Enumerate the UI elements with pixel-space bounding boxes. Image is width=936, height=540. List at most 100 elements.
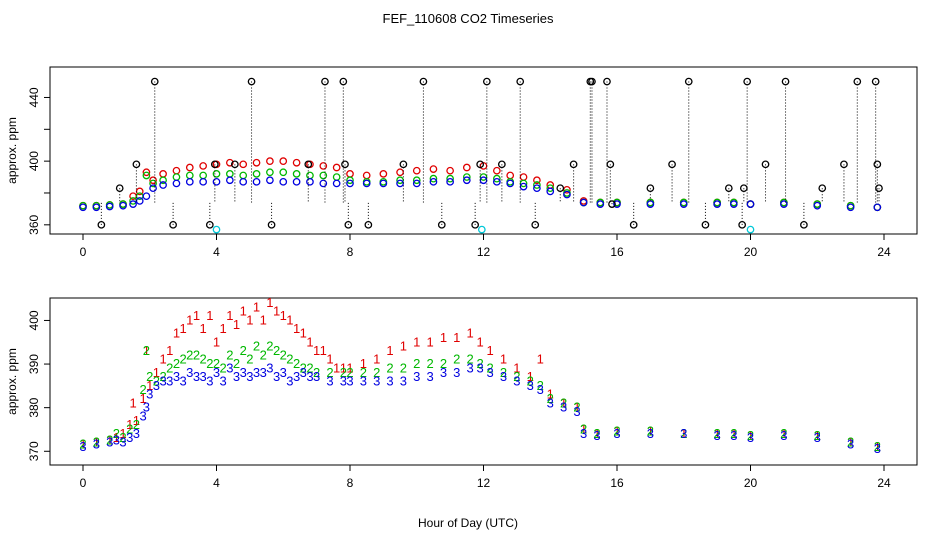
point-series-2: 2	[106, 432, 113, 447]
point-series-2: 2	[340, 365, 347, 380]
point-series-3: 3	[113, 432, 120, 447]
point-series-1: 1	[180, 321, 187, 336]
point-spikes-black	[818, 184, 827, 193]
point-series-3: 3	[747, 430, 754, 445]
point-series-2: 2	[133, 417, 140, 432]
point-series-2: 2	[246, 352, 253, 367]
point-series-3: 3	[593, 428, 600, 443]
point-green	[533, 181, 541, 189]
point-series-1: 1	[119, 426, 126, 441]
point-series-1: 1	[593, 426, 600, 441]
point-spikes-black	[588, 77, 596, 86]
point-green	[199, 171, 207, 180]
point-spikes-black	[231, 160, 239, 169]
point-series-3: 3	[306, 369, 313, 384]
point-series-3: 3	[527, 378, 534, 393]
point-series-2: 2	[113, 426, 120, 441]
point-blue	[379, 179, 388, 188]
point-series-1: 1	[79, 437, 86, 452]
point-series-3: 3	[240, 365, 247, 380]
point-series-3: 3	[206, 374, 213, 389]
point-red	[252, 158, 261, 167]
point-series-2: 2	[360, 365, 367, 380]
point-spikes-black	[739, 184, 748, 193]
point-series-3: 3	[193, 369, 200, 384]
point-green	[519, 179, 528, 188]
point-series-1: 1	[386, 343, 393, 358]
point-green	[226, 170, 234, 178]
point-series-1: 1	[273, 304, 280, 319]
point-series-1: 1	[153, 365, 160, 380]
point-red	[533, 176, 541, 185]
upper-x-axis: 0 4 8 12 16 20 24	[80, 234, 891, 259]
point-series-3: 3	[143, 400, 150, 415]
point-series-1: 1	[730, 426, 737, 441]
point-green	[142, 171, 151, 180]
point-series-2: 2	[266, 339, 273, 354]
point-series-3: 3	[220, 374, 227, 389]
point-series-1: 1	[714, 426, 721, 441]
point-blue	[492, 177, 501, 186]
point-green	[172, 173, 181, 181]
chart-title: FEF_110608 CO2 Timeseries	[383, 11, 554, 26]
point-red	[226, 158, 234, 167]
point-series-3: 3	[340, 374, 347, 389]
point-series-2: 2	[93, 435, 100, 450]
point-series-1: 1	[360, 356, 367, 371]
point-series-3: 3	[173, 369, 180, 384]
point-spikes-black	[646, 184, 655, 193]
point-series-1: 1	[747, 428, 754, 443]
point-series-1: 1	[166, 343, 173, 358]
point-series-2: 2	[613, 424, 620, 439]
point-series-2: 2	[206, 356, 213, 371]
upper-y-axis-label: approx. ppm	[5, 117, 19, 184]
point-spikes-black	[205, 220, 214, 229]
point-blue	[396, 179, 404, 188]
point-series-3: 3	[313, 369, 320, 384]
point-spikes-black	[132, 160, 141, 169]
point-flag-cyan	[746, 225, 755, 234]
point-series-1: 1	[467, 326, 474, 341]
point-series-2: 2	[487, 360, 494, 375]
point-blue	[429, 177, 438, 186]
point-spikes-black	[115, 184, 124, 193]
x-tick-label: 16	[610, 245, 624, 259]
point-series-2: 2	[166, 360, 173, 375]
point-series-3: 3	[226, 360, 233, 375]
x-tick-label: 4	[213, 476, 220, 490]
point-green	[546, 184, 555, 193]
point-series-3: 3	[847, 437, 854, 452]
point-green	[212, 170, 221, 178]
point-series-2: 2	[220, 360, 227, 375]
point-blue	[185, 177, 194, 186]
point-series-2: 2	[293, 356, 300, 371]
point-series-1: 1	[874, 439, 881, 454]
point-series-2: 2	[647, 424, 654, 439]
point-green	[279, 168, 288, 177]
point-series-3: 3	[780, 428, 787, 443]
point-series-1: 1	[293, 321, 300, 336]
point-series-2: 2	[747, 428, 754, 443]
point-green	[492, 174, 501, 183]
point-blue	[199, 177, 207, 186]
point-series-2: 2	[573, 400, 580, 415]
point-blue	[129, 200, 137, 208]
point-series-3: 3	[547, 395, 554, 410]
point-series-2: 2	[440, 356, 447, 371]
point-blue	[713, 200, 721, 208]
point-series-1: 1	[560, 395, 567, 410]
point-series-2: 2	[126, 421, 133, 436]
point-series-3: 3	[146, 387, 153, 402]
point-series-2: 2	[527, 374, 534, 389]
y-tick-label: 380	[27, 397, 41, 417]
point-series-1: 1	[213, 334, 220, 349]
point-series-2: 2	[173, 356, 180, 371]
point-green	[332, 173, 341, 181]
point-red	[412, 166, 421, 175]
point-series-3: 3	[730, 428, 737, 443]
point-series-3: 3	[477, 360, 484, 375]
upper-plot-frame	[49, 66, 918, 235]
x-tick-label: 0	[80, 476, 87, 490]
point-blue	[239, 177, 248, 186]
